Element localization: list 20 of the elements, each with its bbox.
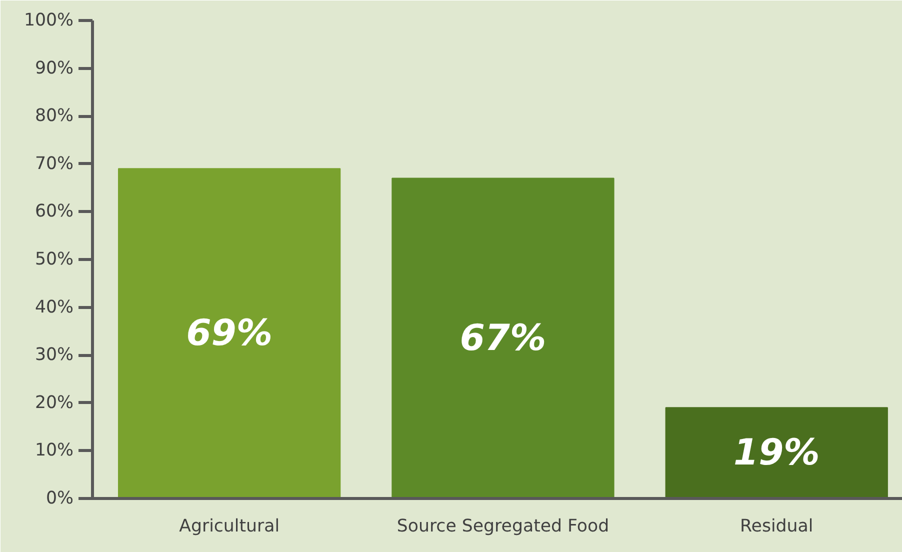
bar	[392, 178, 614, 498]
bar	[118, 168, 341, 498]
y-tick-label: 50%	[34, 250, 74, 270]
y-tick-label: 100%	[24, 10, 74, 30]
x-tick-label: Source Segregated Food	[396, 516, 610, 536]
y-tick-label: 60%	[34, 202, 74, 222]
y-tick-label: 80%	[34, 106, 74, 126]
x-tick-label: Agricultural	[179, 516, 280, 536]
y-tick-label: 30%	[34, 345, 74, 366]
data-label: 19%	[734, 432, 820, 474]
x-tick-label: Residual	[740, 516, 814, 536]
y-tick-label: 0%	[46, 488, 74, 508]
y-tick-label: 90%	[34, 58, 74, 78]
y-tick-label: 40%	[34, 297, 74, 318]
y-tick-label: 70%	[34, 154, 74, 174]
y-tick-label: 20%	[34, 392, 74, 413]
bar	[665, 407, 888, 498]
data-label: 69%	[186, 313, 272, 354]
y-tick-label: 10%	[34, 440, 74, 461]
data-label: 67%	[460, 318, 546, 359]
